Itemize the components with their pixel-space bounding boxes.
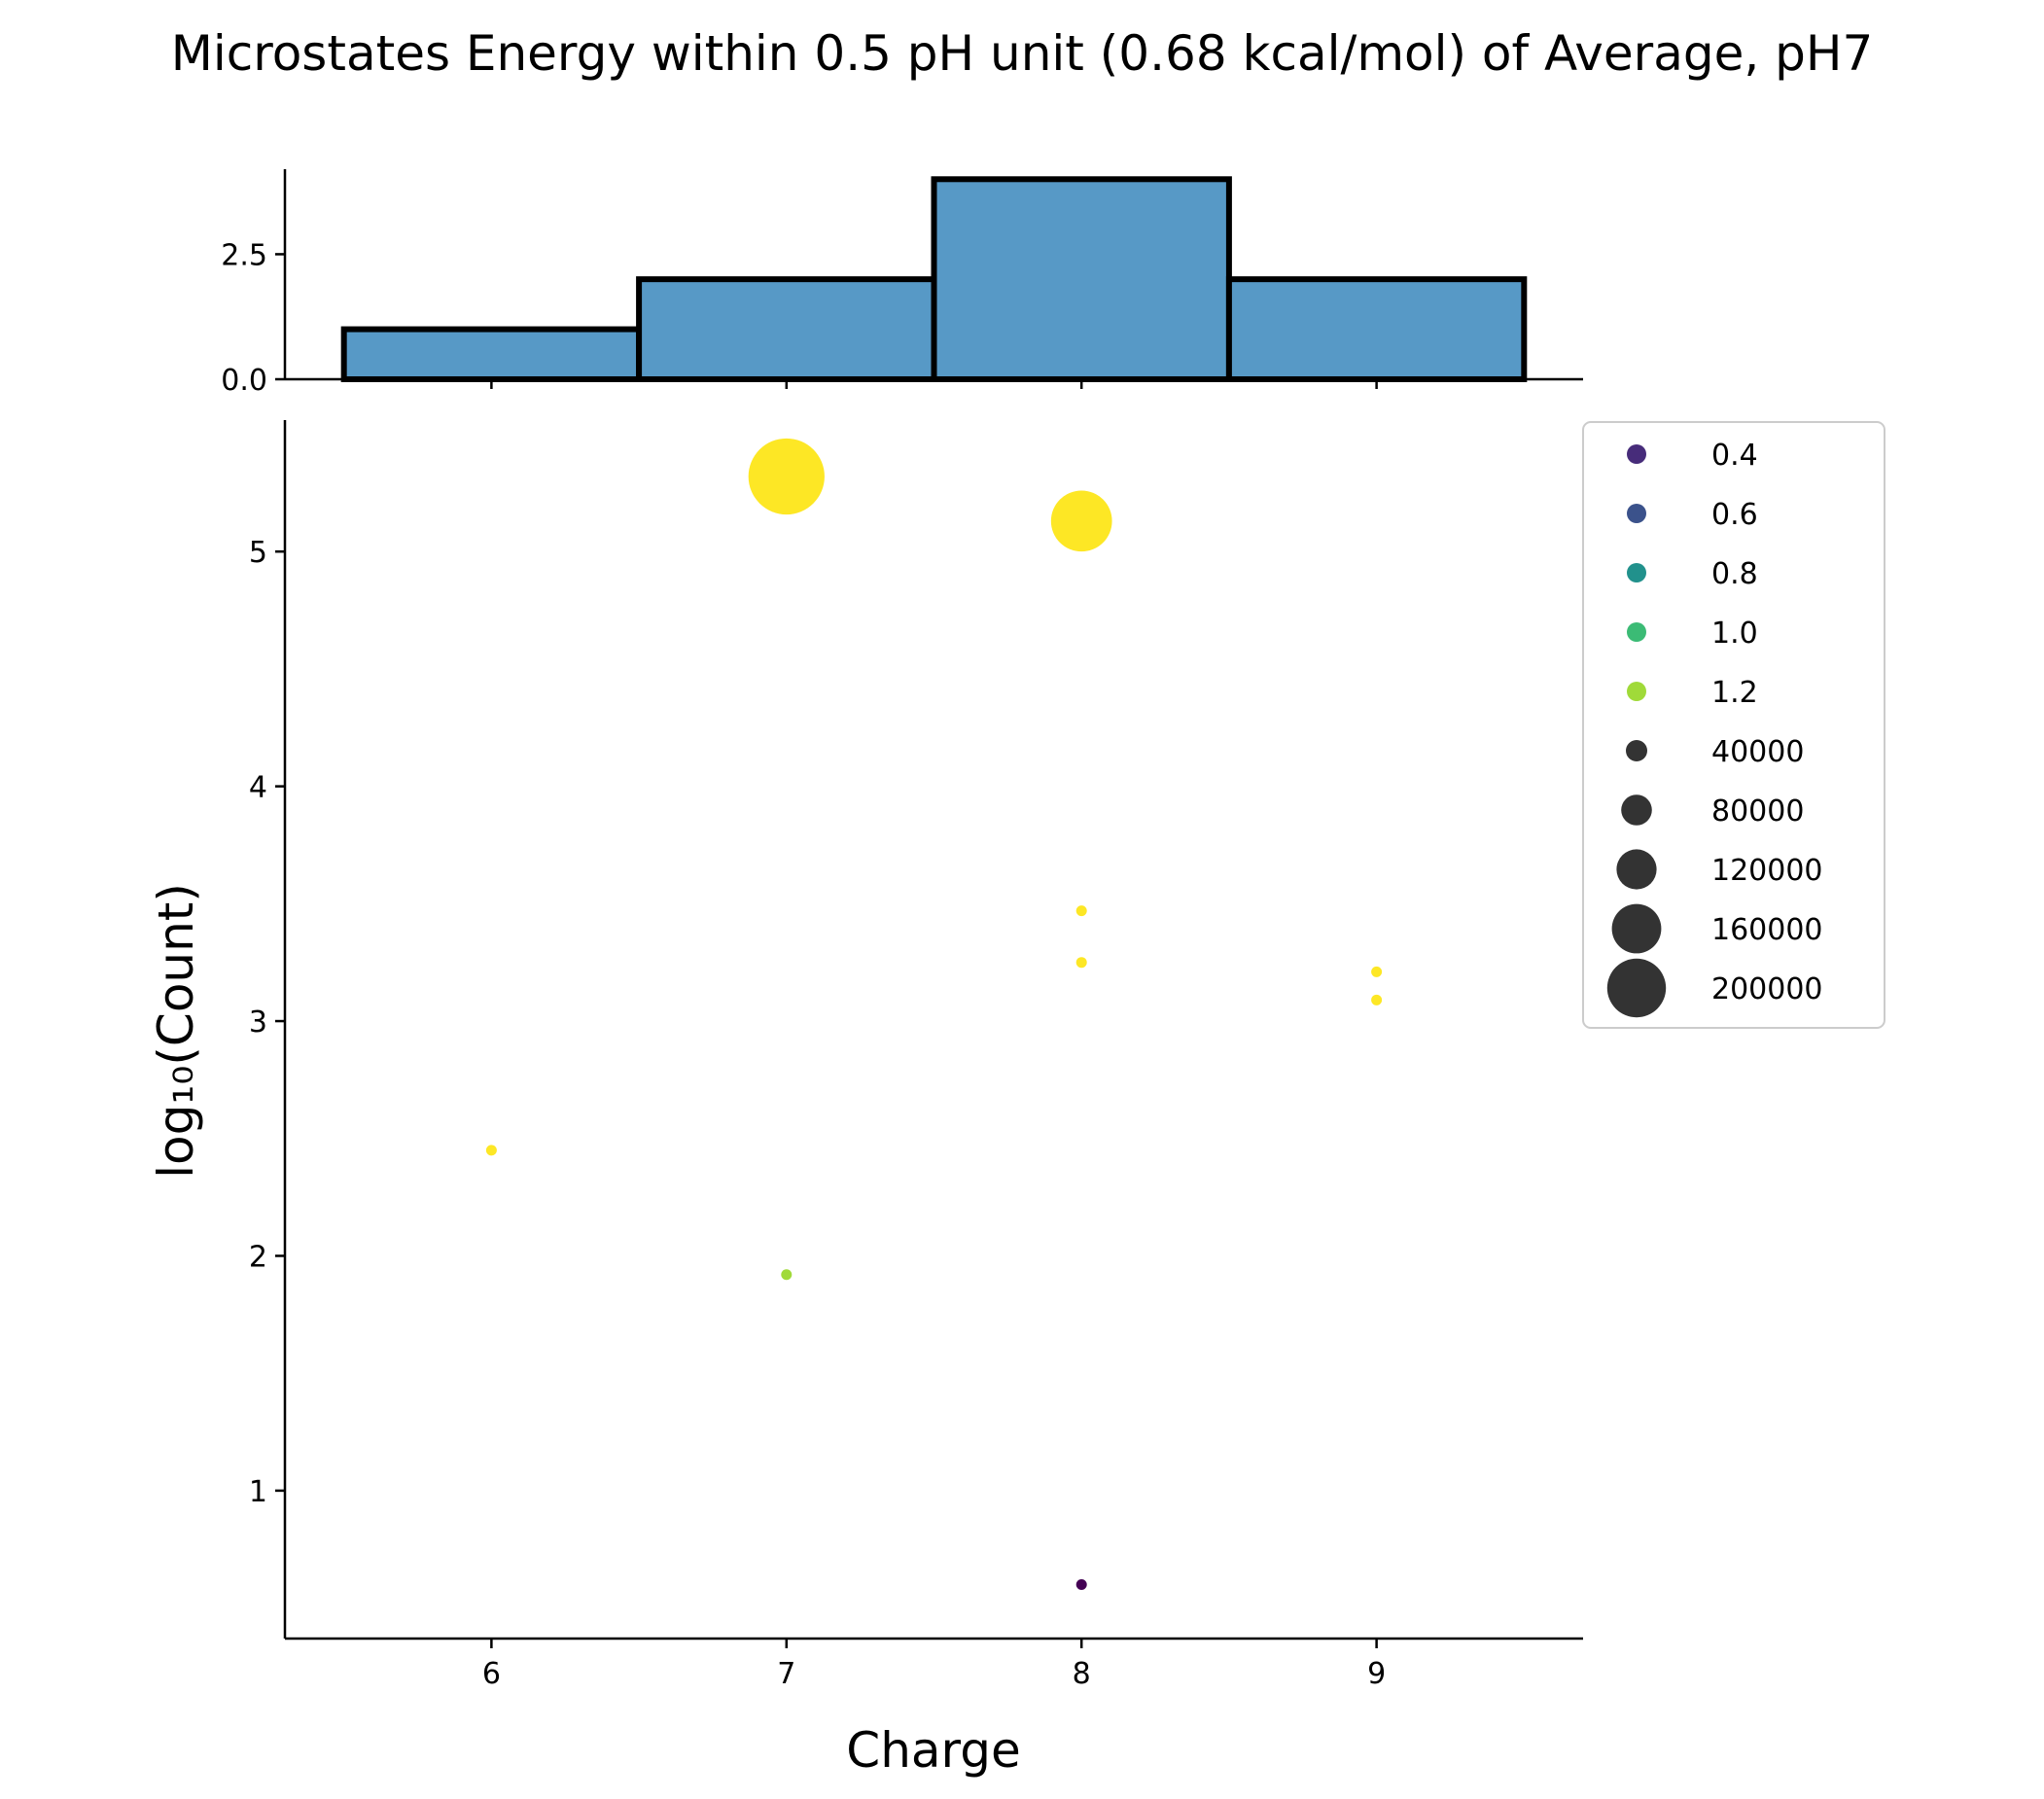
x-tick-label: 7 [777,1657,795,1691]
y-tick-label: 5 [249,536,267,570]
y-axis-title: log₁₀(Count) [148,883,204,1179]
legend-hue-marker [1627,444,1646,464]
legend-hue-label: 1.0 [1711,617,1758,651]
x-tick-label: 9 [1367,1657,1386,1691]
legend-size-marker [1616,849,1657,890]
hist-bar [1225,276,1528,382]
legend-size-marker [1626,740,1647,761]
legend-frame [1582,421,1885,1029]
chart-title: Microstates Energy within 0.5 pH unit (0… [171,25,1874,82]
y-tick-label: 4 [249,771,267,805]
legend-hue-marker [1627,504,1646,523]
data-point [1050,490,1112,552]
x-tick-label: 8 [1073,1657,1091,1691]
legend: 0.4 0.6 0.8 1.0 1.2 40000 80000 120000 160000 200… [1582,421,1885,1029]
legend-hue-marker [1627,563,1646,582]
data-point [485,1145,497,1156]
hist-bar [931,176,1232,382]
y-tick-label: 2 [249,1240,267,1274]
legend-size-label: 40000 [1711,735,1804,769]
hist-y-tick-label: 2.5 [221,238,267,272]
hist-y-tick-label: 0.0 [221,364,267,398]
scatter-plot: 6 7 8 9 1 2 3 4 5 Charge log₁₀(Count) [148,420,1583,1779]
legend-size-marker [1621,794,1652,826]
marginal-histogram: 0.0 2.5 [221,169,1583,398]
hist-bar [636,276,937,382]
legend-hue-label: 1.2 [1711,676,1758,710]
legend-size-label: 160000 [1711,913,1823,947]
legend-hue-label: 0.6 [1711,498,1758,532]
data-point [1075,905,1087,917]
legend-size-label: 200000 [1711,972,1823,1006]
data-point [781,1269,793,1281]
legend-size-marker [1611,903,1662,954]
data-point [1371,994,1383,1005]
data-point [748,438,825,515]
legend-hue-label: 0.4 [1711,439,1758,473]
legend-size-label: 80000 [1711,794,1804,829]
data-point [1075,957,1087,969]
legend-size-marker [1606,958,1667,1018]
data-point [1371,966,1383,977]
y-tick-label: 3 [249,1005,267,1040]
legend-hue-marker [1627,682,1646,701]
legend-hue-label: 0.8 [1711,557,1758,591]
x-tick-label: 6 [482,1657,501,1691]
x-axis-title: Charge [846,1722,1020,1779]
legend-size-label: 120000 [1711,854,1823,888]
hist-bar [340,326,643,383]
data-point [1075,1578,1087,1590]
y-tick-label: 1 [249,1475,267,1509]
legend-hue-marker [1627,622,1646,642]
